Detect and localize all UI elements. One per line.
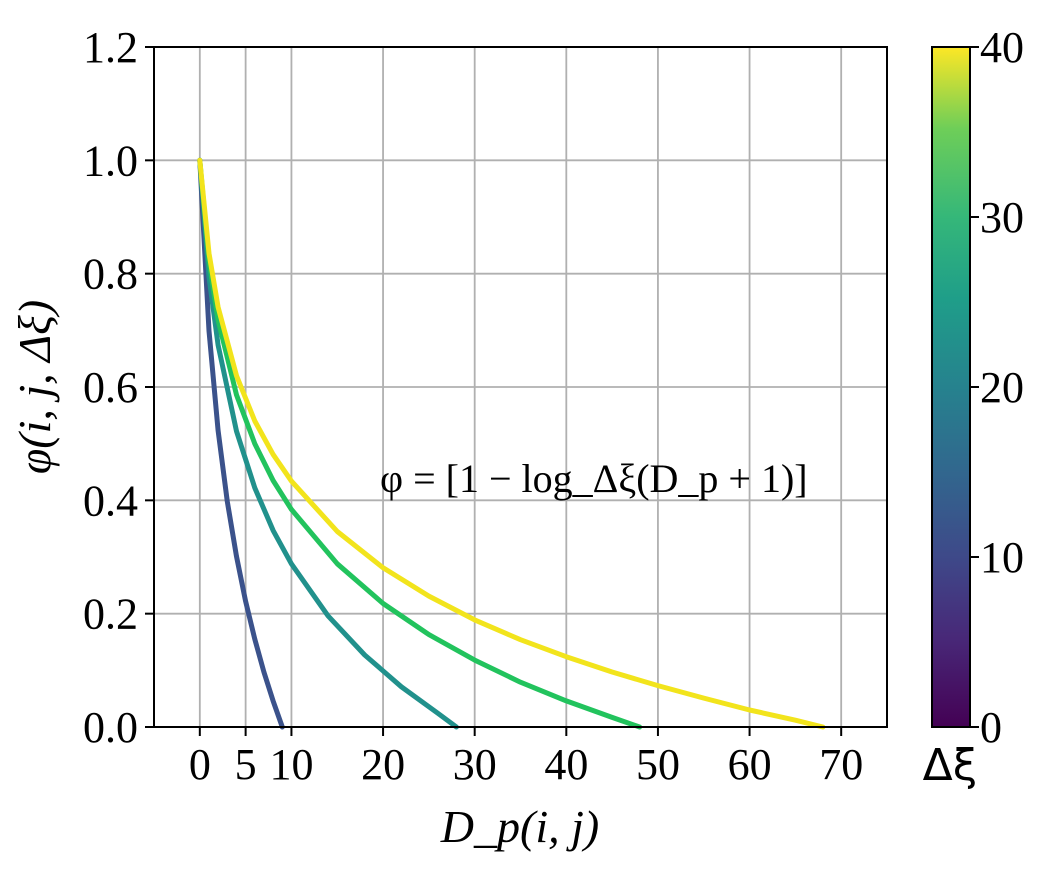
y-tick-label: 0.8 [83, 250, 138, 299]
x-tick-label: 60 [728, 740, 772, 789]
x-tick-label: 30 [453, 740, 497, 789]
series-line-3 [197, 157, 826, 730]
series-line-0 [197, 157, 285, 730]
colorbar-tick-label: 0 [980, 703, 1002, 752]
series-line-1 [197, 157, 459, 730]
formula-annotation: φ = [1 − log_Δξ(D_p + 1)] [380, 456, 808, 501]
y-tick-label: 0.2 [83, 590, 138, 639]
tick-labels: 0 5 10 20 30 40 50 60 70 0.0 0.2 0.4 0.6 0.8 1.0 1.2 [83, 23, 863, 789]
y-tick-label: 1.2 [83, 23, 138, 72]
x-tick-label: 10 [269, 740, 313, 789]
y-tick-label: 0.6 [83, 363, 138, 412]
colorbar-ticks: 0 10 20 30 40 [970, 23, 1024, 752]
x-axis-label: D_p(i, j) [440, 801, 599, 852]
colorbar-tick-label: 30 [980, 193, 1024, 242]
colorbar-tick-label: 40 [980, 23, 1024, 72]
y-tick-label: 0.0 [83, 703, 138, 752]
x-tick-label: 50 [636, 740, 680, 789]
x-tick-label: 0 [189, 740, 211, 789]
x-tick-label: 40 [544, 740, 588, 789]
y-tick-label: 0.4 [83, 476, 138, 525]
x-tick-label: 5 [235, 740, 257, 789]
y-axis-label: φ(i, j, Δξ) [9, 300, 60, 474]
x-tick-label: 70 [819, 740, 863, 789]
y-tick-label: 1.0 [83, 136, 138, 185]
ticks [145, 46, 843, 736]
colorbar-label: Δξ [923, 740, 978, 791]
series-layer [197, 157, 826, 730]
colorbar-tick-label: 20 [980, 363, 1024, 412]
colorbar-tick-label: 10 [980, 533, 1024, 582]
x-tick-label: 20 [361, 740, 405, 789]
grid [154, 46, 887, 728]
colorbar [931, 46, 971, 728]
series-line-2 [197, 157, 643, 730]
